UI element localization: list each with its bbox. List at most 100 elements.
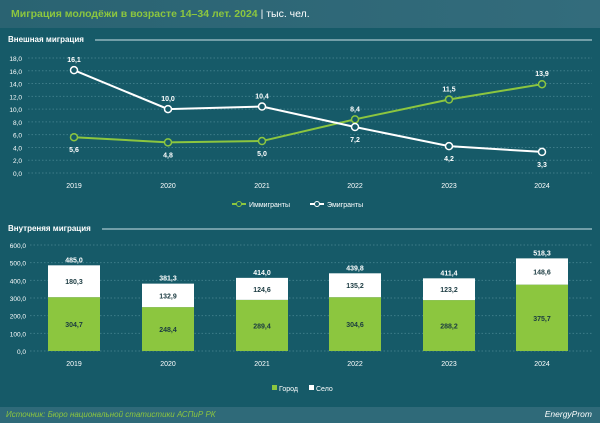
bar-label-village: 124,6 [253,287,271,294]
bar-total-label: 381,3 [159,276,177,283]
y-tick-label: 16,0 [9,69,22,76]
y-tick-label: 300,0 [10,296,27,303]
bar-city [48,297,100,351]
legend-label: Село [316,386,333,393]
bar-village [516,258,568,285]
chart2-title: Внутреняя миграция [8,224,91,233]
y-tick-label: 6,0 [13,133,22,140]
bar-label-city: 288,2 [440,324,458,331]
data-label: 4,2 [444,156,454,163]
legend-label: Город [279,386,298,393]
data-label: 3,3 [537,162,547,169]
unit-label: тыс. чел. [266,8,310,20]
energyprom-logo: EnergyProm [544,409,592,419]
legend-marker [236,201,242,207]
x-tick-label: 2022 [347,361,363,368]
bar-city [236,299,288,351]
bar-city [142,307,194,351]
data-label: 13,9 [535,71,549,78]
bar-total-label: 439,8 [346,265,364,272]
x-tick-label: 2021 [254,183,270,190]
page-title: Миграция молодёжи в возрасте 14–34 лет. … [11,8,258,20]
bar-village [48,265,100,298]
data-label: 8,4 [350,106,360,113]
x-tick-label: 2019 [66,183,82,190]
data-label: 10,0 [161,96,175,103]
y-tick-label: 0,0 [13,171,22,178]
data-label: 11,5 [442,87,455,94]
bar-total-label: 414,0 [253,270,271,277]
data-point [350,115,360,124]
y-tick-label: 100,0 [10,331,27,338]
bar-label-city: 248,4 [159,327,177,334]
data-point [257,136,267,146]
data-point [537,147,547,157]
x-tick-label: 2024 [534,183,550,190]
legend-label: Иммигранты [249,202,290,209]
bar-city [516,284,568,351]
bar-label-city: 304,7 [65,322,83,329]
data-label: 10,4 [255,94,269,101]
legend-label: Эмигранты [327,202,363,209]
data-point [257,102,267,111]
bar-label-city: 375,7 [533,316,551,323]
x-tick-label: 2023 [441,361,457,368]
bar-city [329,297,381,351]
bar-label-village: 135,2 [346,283,364,290]
bar-total-label: 518,3 [533,250,551,257]
x-tick-label: 2022 [347,183,363,190]
x-tick-label: 2019 [66,361,82,368]
bar-village [142,283,194,308]
data-label: 4,8 [163,152,173,159]
y-tick-label: 12,0 [9,94,22,101]
y-tick-label: 14,0 [9,82,22,89]
data-point [69,65,79,75]
legend-swatch [309,385,314,390]
header: Миграция молодёжи в возрасте 14–34 лет. … [0,0,600,28]
footer: Источник: Бюро национальной статистики А… [0,407,600,423]
x-tick-label: 2024 [534,361,550,368]
x-tick-label: 2023 [441,183,457,190]
y-tick-label: 200,0 [10,314,27,321]
y-tick-label: 8,0 [13,120,22,127]
data-point [350,122,360,132]
y-tick-label: 0,0 [17,349,26,356]
data-point [444,141,454,151]
y-tick-label: 10,0 [9,107,22,114]
data-label: 5,0 [257,151,267,158]
bar-label-village: 132,9 [159,293,177,300]
bar-label-city: 304,6 [346,322,364,329]
bar-label-village: 180,3 [65,279,83,286]
data-point [537,79,547,89]
y-tick-label: 500,0 [10,261,27,268]
y-tick-label: 600,0 [10,243,27,250]
data-point [163,138,173,147]
bar-village [329,273,381,298]
bar-city [423,300,475,351]
bar-total-label: 485,0 [65,257,83,264]
bar-village [236,277,288,300]
data-point [163,104,173,114]
bar-village [423,278,475,301]
y-tick-label: 2,0 [13,158,22,165]
data-label: 16,1 [67,57,81,64]
bar-label-village: 148,6 [533,270,551,277]
separator: | [260,8,264,20]
data-point [69,132,79,142]
y-tick-label: 4,0 [13,145,22,152]
x-tick-label: 2020 [160,183,176,190]
x-tick-label: 2021 [254,361,270,368]
y-tick-label: 400,0 [10,278,27,285]
data-point [444,95,454,104]
data-label: 5,6 [69,147,79,154]
series-line-immigrants [73,83,543,144]
data-label: 7,2 [350,137,360,144]
y-tick-label: 18,0 [9,56,22,63]
bar-label-village: 123,2 [440,287,458,294]
chart1-title: Внешная миграция [8,35,84,44]
legend-swatch [272,385,277,390]
bar-total-label: 411,4 [440,270,457,277]
series-line-emigrants [73,69,543,153]
x-tick-label: 2020 [160,361,176,368]
